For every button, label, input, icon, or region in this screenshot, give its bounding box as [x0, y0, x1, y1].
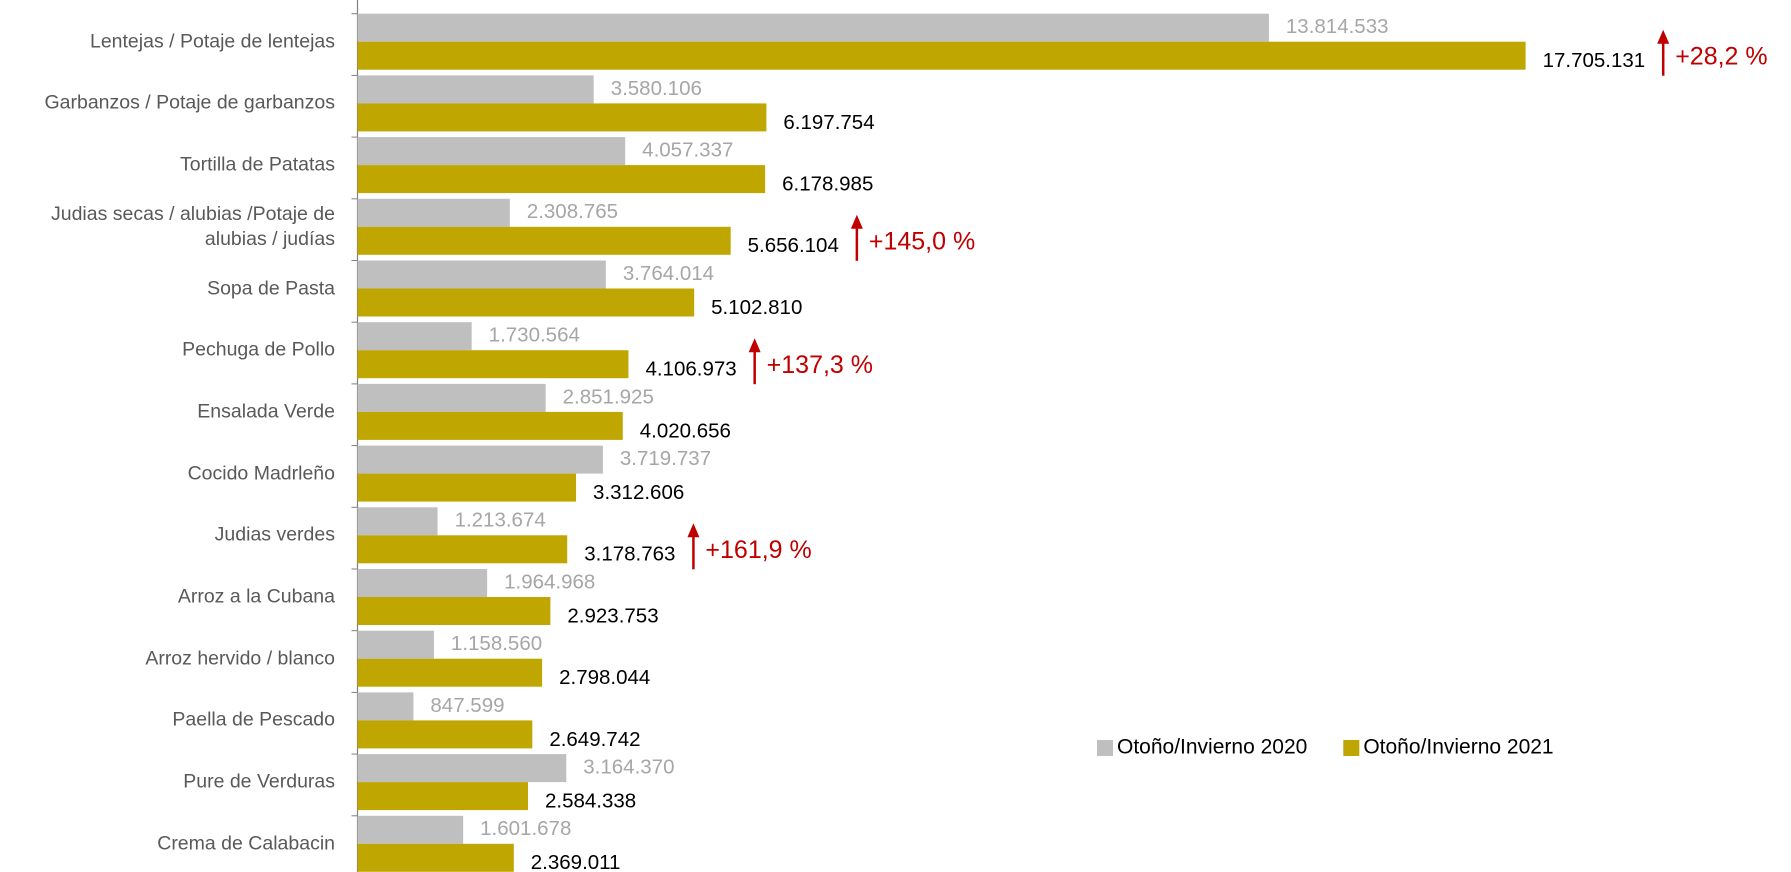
bar [357, 411, 623, 440]
category-label: Garbanzos / Potaje de garbanzos [44, 91, 335, 114]
bar [357, 815, 464, 844]
annotation: +28,2 % [1675, 42, 1767, 70]
bar [357, 535, 568, 564]
value-label: 2.798.044 [559, 666, 650, 689]
bar [357, 137, 626, 166]
category-label: Sopa de Pasta [207, 277, 335, 299]
bar [357, 658, 543, 687]
legend-swatch [1343, 740, 1360, 756]
value-label: 4.106.973 [645, 358, 736, 381]
bar [357, 260, 606, 289]
category-label: Judias verdes [214, 523, 335, 546]
value-label: 3.178.763 [584, 543, 675, 566]
annotation-arrowhead [1657, 29, 1670, 44]
value-label: 3.164.370 [583, 756, 674, 779]
category-label: Crema de Calabacin [157, 832, 335, 855]
category-label: Tortilla de Patatas [179, 153, 335, 176]
value-label: 13.814.533 [1286, 15, 1389, 38]
value-label: 847.599 [430, 694, 504, 717]
value-label: 5.656.104 [748, 234, 839, 257]
annotation: +145,0 % [869, 227, 975, 255]
annotation: +161,9 % [705, 536, 811, 564]
annotation-arrowhead [687, 523, 700, 538]
bar [357, 198, 510, 227]
value-label: 2.649.742 [549, 728, 640, 751]
bar [357, 630, 434, 659]
value-label: 2.584.338 [545, 790, 636, 813]
category-label: Arroz a la Cubana [177, 585, 335, 608]
legend-label: Otoño/Invierno 2021 [1363, 736, 1553, 759]
category-label: Paella de Pescado [172, 708, 335, 731]
value-label: 17.705.131 [1543, 49, 1646, 72]
bar [357, 288, 695, 317]
value-label: 2.308.765 [527, 200, 618, 223]
category-label: Pechuga de Pollo [182, 338, 335, 361]
category-label: Judias secas / alubias /Potaje de alubia… [50, 202, 335, 250]
category-label: Cocido Madrleño [187, 462, 335, 485]
legend-swatch [1097, 740, 1113, 756]
bar [357, 597, 551, 625]
category-label: Ensalada Verde [197, 400, 335, 423]
value-label: 3.312.606 [593, 481, 684, 504]
value-label: 3.764.014 [623, 262, 714, 285]
value-label: 1.730.564 [489, 324, 580, 347]
category-label: Lentejas / Potaje de lentejas [89, 30, 335, 53]
bar [357, 720, 533, 749]
value-label: 6.178.985 [782, 173, 873, 196]
value-label: 4.057.337 [642, 139, 733, 162]
value-label: 1.601.678 [480, 817, 571, 840]
annotation-arrowhead [850, 214, 863, 229]
bar [357, 843, 514, 872]
bar [357, 445, 603, 474]
bar [357, 569, 488, 597]
bar [357, 322, 472, 351]
value-label: 2.369.011 [531, 851, 621, 872]
bar [357, 754, 567, 783]
bar [357, 507, 438, 536]
bar [357, 383, 546, 412]
value-label: 4.020.656 [640, 419, 731, 442]
bar [357, 103, 767, 132]
bar [357, 226, 731, 255]
value-label: 5.102.810 [711, 296, 802, 319]
value-label: 2.851.925 [563, 385, 654, 408]
value-label: 3.719.737 [620, 447, 711, 470]
category-label: Pure de Verduras [183, 770, 335, 793]
value-label: 1.213.674 [455, 509, 546, 532]
bar [357, 165, 766, 194]
bar [357, 13, 1269, 42]
bar [357, 782, 529, 811]
bar [357, 350, 629, 379]
bar [357, 473, 577, 502]
category-label: Arroz hervido / blanco [145, 647, 335, 670]
bar [357, 75, 594, 104]
value-label: 2.923.753 [567, 604, 658, 627]
bar [357, 41, 1526, 70]
legend-label: Otoño/Invierno 2020 [1117, 736, 1307, 759]
annotation: +137,3 % [767, 351, 873, 379]
value-label: 3.580.106 [611, 77, 702, 100]
value-label: 1.964.968 [504, 570, 595, 593]
value-label: 1.158.560 [451, 632, 542, 655]
value-label: 6.197.754 [783, 111, 874, 134]
bar [357, 692, 414, 721]
annotation-arrowhead [748, 338, 761, 353]
